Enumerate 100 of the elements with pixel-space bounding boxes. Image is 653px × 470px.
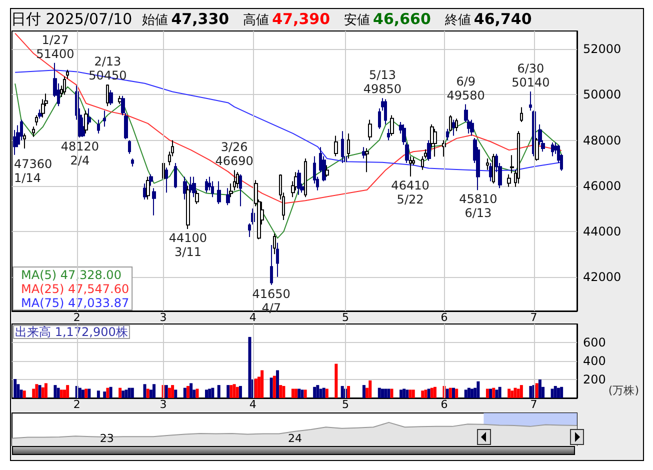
- bar: [276, 370, 280, 398]
- candlestick: [236, 172, 239, 189]
- bar: [205, 390, 208, 398]
- candlestick: [106, 84, 109, 107]
- candlestick: [347, 132, 350, 159]
- bar: [168, 388, 171, 398]
- candlestick: [520, 106, 523, 123]
- bar: [538, 380, 542, 398]
- candlestick: [35, 114, 38, 126]
- annotation: 45810 6/13: [459, 192, 498, 220]
- bar: [554, 386, 557, 398]
- bar: [455, 388, 458, 398]
- bar: [412, 390, 415, 398]
- candlestick: [442, 140, 446, 158]
- x-tick-label: 4: [249, 398, 256, 411]
- candlestick: [248, 222, 251, 238]
- candlestick: [165, 167, 168, 194]
- candlestick: [276, 242, 279, 278]
- bar: [211, 388, 214, 398]
- bar: [300, 390, 304, 398]
- bar: [238, 386, 242, 398]
- bar: [516, 388, 520, 398]
- x-tick-label: 6: [440, 398, 448, 411]
- annotation: 6/30 50140: [512, 62, 550, 90]
- candlestick: [510, 154, 514, 174]
- bar: [424, 390, 428, 398]
- candlestick: [486, 158, 489, 170]
- x-tick-label: 6: [440, 311, 448, 324]
- candlestick: [551, 142, 554, 157]
- bar: [44, 383, 48, 398]
- candlestick: [449, 114, 452, 132]
- candlestick: [239, 174, 242, 207]
- bar: [272, 376, 276, 398]
- bar: [390, 388, 394, 398]
- candlestick: [63, 76, 66, 96]
- candlestick: [211, 180, 214, 198]
- bar: [236, 386, 239, 398]
- bar: [186, 386, 190, 398]
- bar: [146, 388, 150, 398]
- bar: [143, 384, 146, 398]
- bar: [298, 388, 301, 398]
- candlestick: [270, 244, 273, 286]
- bar: [430, 388, 434, 398]
- bar: [384, 388, 388, 398]
- x-tick-label: 7: [530, 311, 538, 324]
- y-tick-label: 44000: [583, 224, 622, 238]
- chart-title: 出来高 1,172,900株: [15, 325, 128, 339]
- bar: [260, 370, 264, 398]
- bar: [313, 386, 316, 398]
- bar: [448, 388, 452, 398]
- bar: [56, 388, 60, 398]
- y-tick-label: 200: [583, 372, 606, 386]
- candlestick: [186, 185, 190, 230]
- bar: [118, 388, 122, 398]
- candlestick: [152, 188, 156, 216]
- candlestick: [195, 190, 199, 205]
- candlestick: [409, 156, 412, 177]
- candlestick: [304, 158, 307, 198]
- bar: [35, 384, 38, 398]
- annotation: 3/26 46690: [215, 140, 254, 168]
- candlestick: [32, 126, 35, 138]
- chart-title: 日付 2025/07/10: [11, 10, 132, 28]
- candlestick: [183, 176, 187, 200]
- bar: [84, 388, 88, 398]
- bar: [66, 385, 70, 398]
- bar: [514, 388, 517, 398]
- candlestick: [384, 98, 387, 125]
- bar: [171, 385, 174, 398]
- x-tick-label: 23: [100, 432, 114, 445]
- text: 安値 46,660: [344, 10, 431, 28]
- bar: [217, 385, 220, 398]
- candlestick: [226, 188, 230, 206]
- text: 終値 46,740: [444, 10, 532, 28]
- bar: [60, 390, 63, 398]
- annotation: 1/27 51400: [36, 32, 74, 61]
- x-tick-label: 3: [160, 398, 167, 411]
- x-tick-label: 7: [530, 398, 538, 411]
- candlestick: [103, 110, 106, 128]
- bar: [282, 386, 286, 398]
- bar: [387, 388, 390, 398]
- candlestick: [118, 95, 122, 104]
- bar: [535, 383, 538, 398]
- bar: [14, 379, 17, 398]
- bar: [248, 336, 252, 398]
- bar: [106, 388, 110, 398]
- bar: [82, 390, 85, 398]
- bar: [230, 385, 233, 398]
- x-tick-label: 24: [288, 432, 302, 445]
- bar: [362, 385, 366, 398]
- bar: [304, 390, 307, 398]
- annotation: 48120 2/4: [60, 140, 100, 168]
- bar: [446, 388, 449, 398]
- bar: [294, 388, 298, 398]
- bar: [550, 388, 554, 398]
- text: 高値 47,390: [243, 10, 330, 28]
- x-tick-label: 2: [73, 311, 80, 324]
- candlestick: [84, 110, 88, 134]
- candlestick: [387, 128, 390, 141]
- bar: [41, 387, 44, 398]
- candlestick: [368, 119, 372, 141]
